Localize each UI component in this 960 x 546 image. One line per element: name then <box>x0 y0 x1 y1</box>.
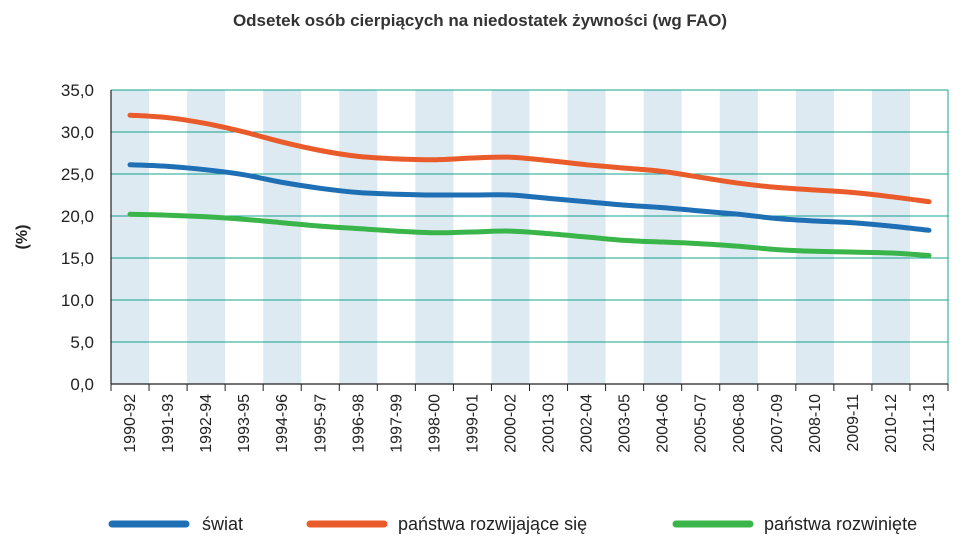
y-tick-label: 10,0 <box>61 291 94 310</box>
x-tick-label: 2008-10 <box>807 394 824 453</box>
legend: świat państwa rozwijające się państwa rozw… <box>108 514 917 534</box>
legend-label-0: świat <box>202 514 243 534</box>
x-tick-label: 2000-02 <box>502 394 519 453</box>
stripe-8 <box>415 90 454 384</box>
y-tick-label: 25,0 <box>61 165 94 184</box>
stripe-14 <box>643 90 682 384</box>
y-axis-label: (%) <box>14 225 31 250</box>
x-tick-label: 1998-00 <box>426 394 443 453</box>
gridlines <box>111 89 949 384</box>
x-tick-label: 1991-93 <box>160 394 177 453</box>
y-tick-label: 15,0 <box>61 249 94 268</box>
y-tick-label: 5,0 <box>70 333 94 352</box>
x-tick-label: 2009-11 <box>845 394 862 452</box>
legend-label-2: państwa rozwinięte <box>764 514 917 534</box>
x-tick-label: 1993-95 <box>236 394 253 453</box>
y-tick-label: 0,0 <box>70 375 94 394</box>
stripe-10 <box>491 90 530 384</box>
stripe-2 <box>187 90 226 384</box>
stripe-0 <box>111 90 150 384</box>
x-tick-label: 1996-98 <box>350 394 367 453</box>
x-tick-label: 1999-01 <box>464 394 481 453</box>
y-axis-ticks: 0,0 5,0 10,0 15,0 20,0 25,0 30,0 35,0 <box>61 81 94 394</box>
stripe-4 <box>263 90 302 384</box>
x-axis: 1990-92 1991-93 1992-94 1993-95 1994-96 1995-… <box>110 90 949 453</box>
x-tick-label: 1994-96 <box>274 394 291 453</box>
stripe-20 <box>871 90 910 384</box>
y-tick-label: 35,0 <box>61 81 94 100</box>
x-tick-label: 2007-09 <box>769 394 786 453</box>
y-tick-label: 20,0 <box>61 207 94 226</box>
x-tick-label: 2003-05 <box>617 394 634 453</box>
y-tick-label: 30,0 <box>61 123 94 142</box>
x-tick-label: 2006-08 <box>731 394 748 453</box>
series-line-0 <box>127 162 932 233</box>
stripe-6 <box>339 90 378 384</box>
x-tick-label: 1992-94 <box>198 394 215 453</box>
x-tick-label: 2002-04 <box>579 394 596 453</box>
stripe-18 <box>795 90 834 384</box>
x-tick-label: 1995-97 <box>312 394 329 453</box>
series-line-2 <box>127 211 932 258</box>
stripe-16 <box>719 90 758 384</box>
series-lines <box>127 112 932 258</box>
x-tick-label: 1997-99 <box>388 394 405 453</box>
x-tick-label: 2011-13 <box>921 394 938 452</box>
background-stripes <box>111 90 910 384</box>
x-tick-label: 2010-12 <box>883 394 900 453</box>
x-tick-label: 2004-06 <box>655 394 672 453</box>
chart-title: Odsetek osób cierpiących na niedostatek … <box>233 11 727 30</box>
x-tick-label: 2001-03 <box>541 394 558 453</box>
x-tick-label: 1990-92 <box>122 394 139 453</box>
x-tick-label: 2005-07 <box>693 394 710 453</box>
legend-label-1: państwa rozwijające się <box>398 514 587 534</box>
series-line-1 <box>127 112 932 205</box>
